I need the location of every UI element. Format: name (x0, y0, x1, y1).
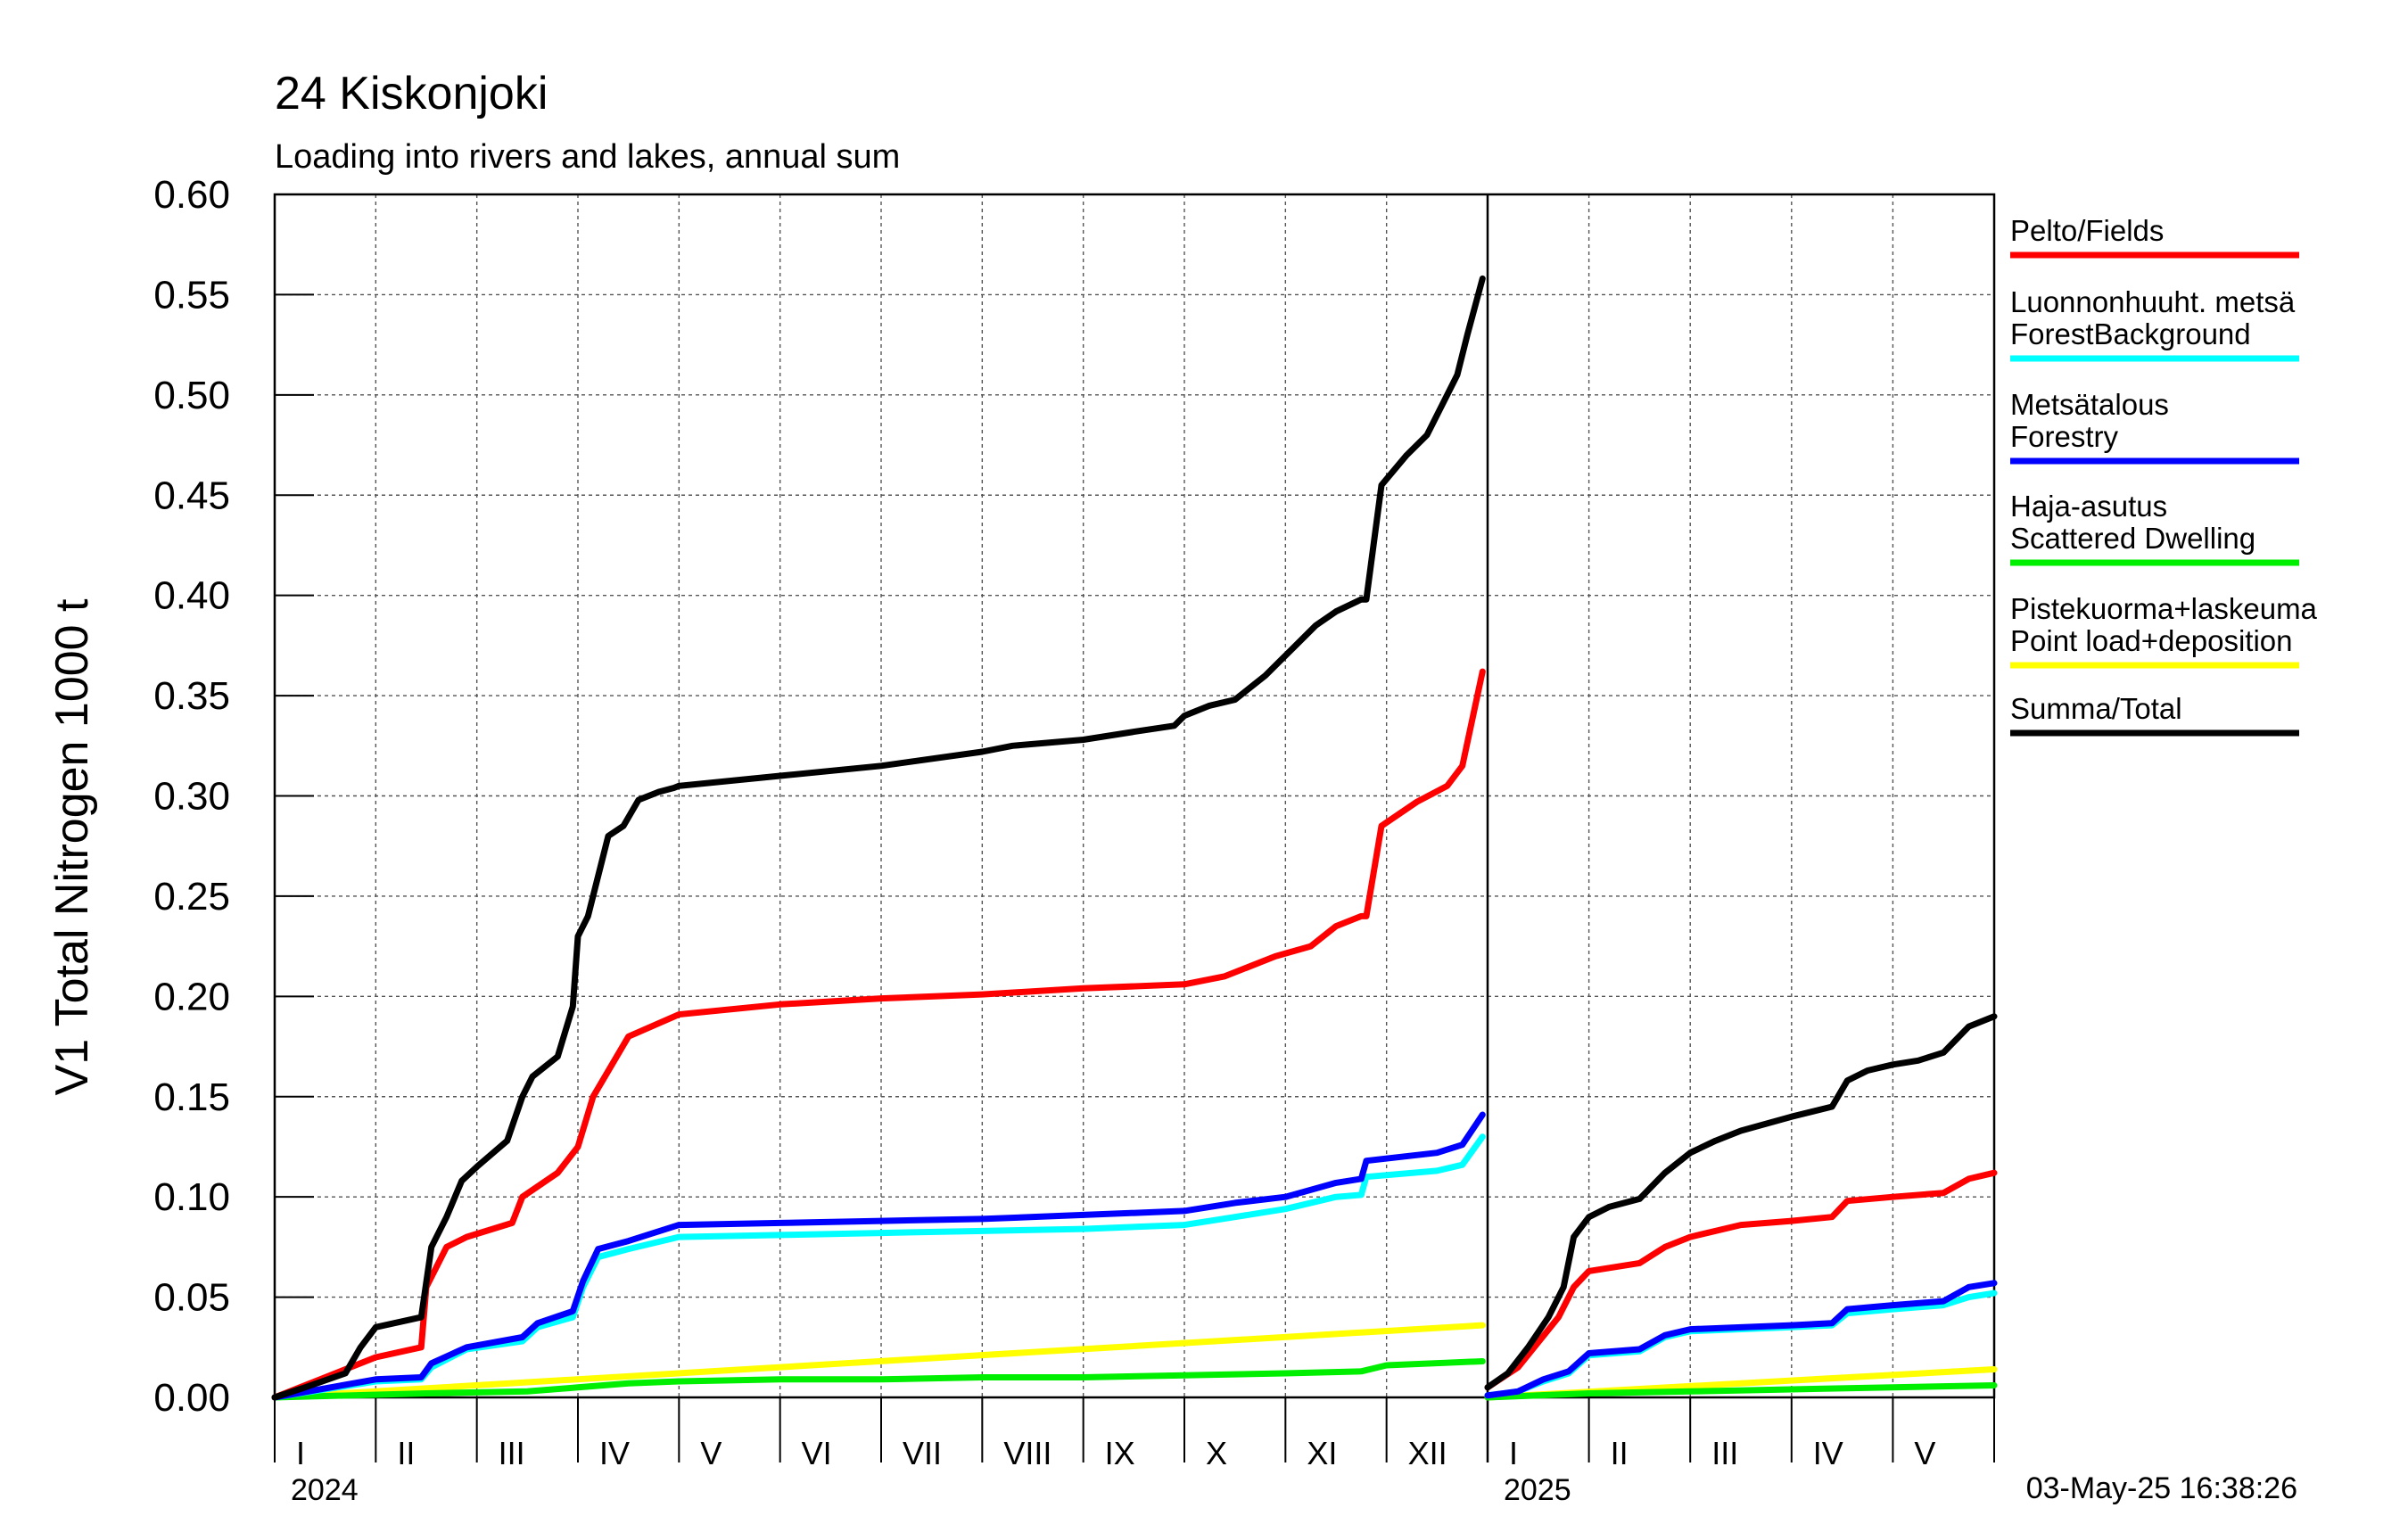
chart-title: 24 Kiskonjoki (275, 68, 548, 119)
grid-lines (275, 194, 1994, 1397)
y-tick-label: 0.15 (153, 1075, 230, 1119)
legend: Pelto/Fields Luonnonhuuht. metsäForestBac… (2010, 214, 2318, 737)
month-label-2024: II (397, 1435, 415, 1471)
plot-border (273, 193, 1996, 1399)
series-lines (271, 275, 1998, 1401)
series-line-2024 (271, 275, 1486, 1401)
month-label-2025: I (1509, 1435, 1518, 1471)
month-label-2025: V (1914, 1435, 1935, 1471)
month-label-2024: I (296, 1435, 305, 1471)
series-line-2025 (1484, 1169, 1998, 1391)
chart-subtitle: Loading into rivers and lakes, annual su… (275, 138, 900, 176)
legend-label: Point load+deposition (2010, 624, 2293, 657)
series-line-2024 (271, 1358, 1486, 1401)
y-tick-label: 0.25 (153, 875, 230, 919)
y-tick-label: 0.60 (153, 173, 230, 217)
legend-label: Summa/Total (2010, 692, 2182, 725)
month-label-2024: IX (1105, 1435, 1135, 1471)
legend-label: Forestry (2010, 420, 2119, 453)
y-tick-label: 0.40 (153, 574, 230, 618)
y-tick-label: 0.05 (153, 1276, 230, 1320)
month-label-2025: III (1711, 1435, 1738, 1471)
month-label-2024: X (1206, 1435, 1227, 1471)
month-label-2024: VIII (1003, 1435, 1051, 1471)
legend-label: Pistekuorma+laskeuma (2010, 592, 2318, 625)
y-tick-labels: 0.00 0.05 0.10 0.15 0.20 0.25 0.30 0.35 0.40 0.45… (153, 173, 230, 1420)
y-tick-label: 0.30 (153, 775, 230, 819)
series-line-2024 (271, 1111, 1486, 1401)
y-tick-label: 0.20 (153, 975, 230, 1018)
legend-label: Luonnonhuuht. metsä (2010, 285, 2296, 318)
series-line-2024 (271, 1322, 1486, 1401)
legend-label: Pelto/Fields (2010, 214, 2164, 247)
month-label-2024: III (499, 1435, 525, 1471)
y-tick-label: 0.50 (153, 374, 230, 417)
timestamp: 03-May-25 16:38:26 (2026, 1471, 2297, 1505)
year-label-2024: 2024 (291, 1473, 359, 1507)
y-tick-label: 0.10 (153, 1175, 230, 1219)
legend-label: Haja-asutus (2010, 490, 2167, 523)
year-label-2025: 2025 (1504, 1473, 1571, 1507)
y-tick-label: 0.00 (153, 1376, 230, 1420)
plot-frame (273, 193, 1996, 1462)
y-tick-label: 0.55 (153, 273, 230, 317)
y-tick-label: 0.45 (153, 474, 230, 517)
series-line-2025 (1484, 1280, 1998, 1399)
legend-label: Scattered Dwelling (2010, 522, 2255, 555)
legend-label: Metsätalous (2010, 388, 2169, 421)
month-label-2024: XI (1307, 1435, 1337, 1471)
y-tick-label: 0.35 (153, 674, 230, 718)
month-label-2025: II (1611, 1435, 1629, 1471)
month-label-2024: VII (903, 1435, 942, 1471)
month-label-2024: XII (1408, 1435, 1447, 1471)
month-label-2025: IV (1813, 1435, 1843, 1471)
month-labels: I II III IV V VI VII VIII IX X XI XII I II III IV V (296, 1435, 1935, 1471)
y-axis-label: V1 Total Nitrogen 1000 t (46, 598, 98, 1096)
series-line-2025 (1484, 1013, 1998, 1391)
month-label-2024: V (700, 1435, 722, 1471)
series-line-2024 (271, 668, 1486, 1401)
month-label-2024: IV (599, 1435, 630, 1471)
month-label-2024: VI (802, 1435, 832, 1471)
series-line-2025 (1484, 1382, 1998, 1401)
legend-label: ForestBackground (2010, 317, 2251, 350)
